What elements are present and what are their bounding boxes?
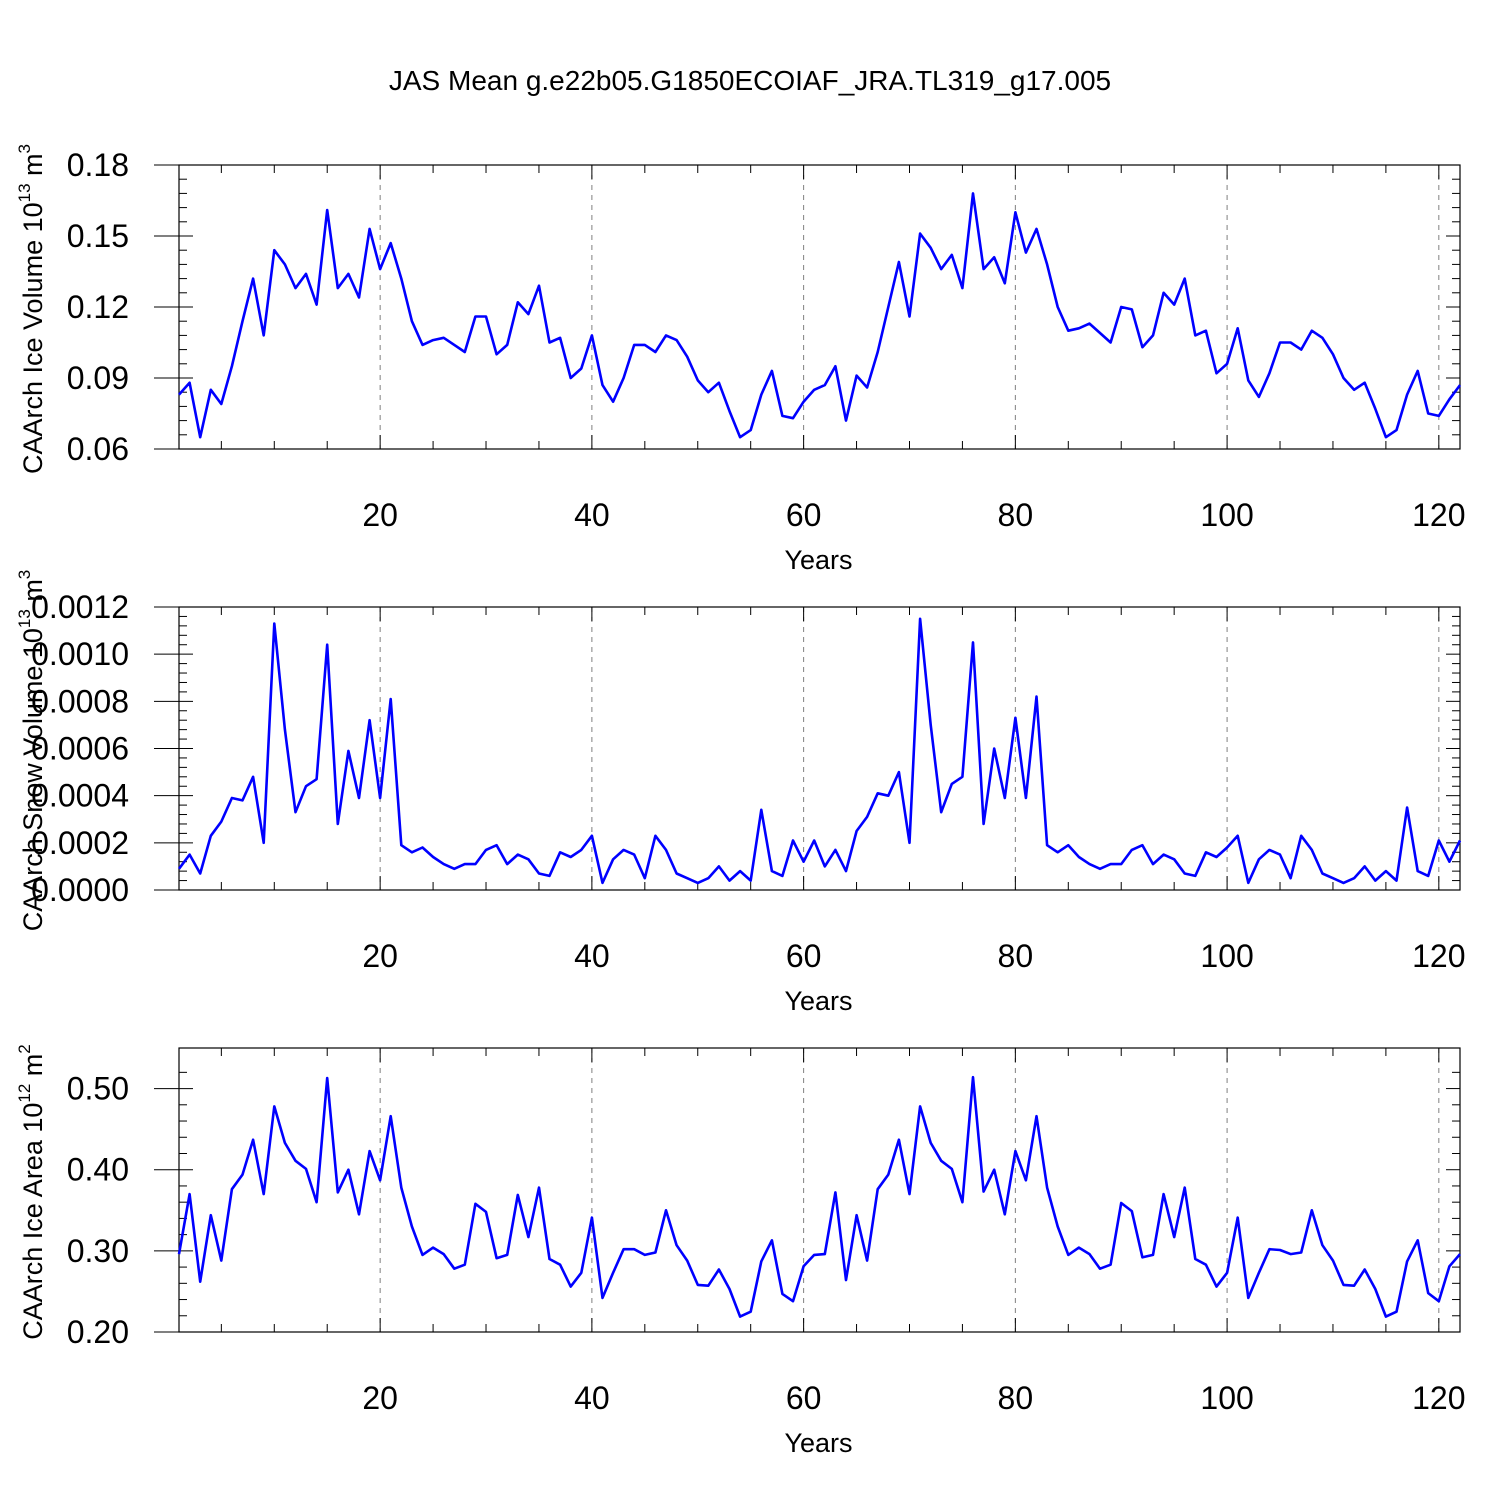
y-tick-label: 0.0008 bbox=[31, 683, 129, 719]
chart-panel-3: 20 40 60 80 100 120 0.20 0.30 0.40 0.50 Years CAArc… bbox=[15, 1044, 1466, 1458]
y-axis-label: CAArch Snow Volume 1013 m3 bbox=[15, 570, 48, 932]
y-axis-label: CAArch Ice Area 1012 m2 bbox=[15, 1044, 48, 1340]
series-line bbox=[177, 617, 1462, 885]
y-tick-label: 0.0010 bbox=[31, 636, 129, 672]
chart-panel-1: 20 40 60 80 100 120 0.06 0.09 0.12 0.15 0.18 Years C… bbox=[15, 144, 1466, 575]
figure-title: JAS Mean g.e22b05.G1850ECOIAF_JRA.TL319_… bbox=[389, 65, 1111, 96]
y-tick-label: 0.40 bbox=[67, 1152, 129, 1188]
y-tick-label: 0.18 bbox=[67, 147, 129, 183]
y-tick-label: 0.0006 bbox=[31, 731, 129, 767]
x-tick-label: 100 bbox=[1200, 497, 1253, 533]
x-tick-label: 80 bbox=[998, 938, 1034, 974]
x-tick-label: 60 bbox=[786, 497, 822, 533]
y-tick-label: 0.0000 bbox=[31, 872, 129, 908]
y-tick-label: 0.12 bbox=[67, 289, 129, 325]
x-axis-label: Years bbox=[784, 1428, 852, 1458]
x-tick-label: 40 bbox=[574, 1380, 610, 1416]
x-tick-label: 100 bbox=[1200, 938, 1253, 974]
y-tick-label: 0.15 bbox=[67, 218, 129, 254]
plot-frame bbox=[178, 164, 1461, 450]
y-tick-label: 0.30 bbox=[67, 1233, 129, 1269]
x-tick-label: 20 bbox=[362, 938, 398, 974]
y-tick-label: 0.20 bbox=[67, 1314, 129, 1350]
y-tick-label: 0.09 bbox=[67, 360, 129, 396]
x-tick-label: 120 bbox=[1412, 497, 1465, 533]
x-tick-label: 60 bbox=[786, 1380, 822, 1416]
y-tick-label: 0.50 bbox=[67, 1071, 129, 1107]
x-tick-label: 80 bbox=[998, 1380, 1034, 1416]
plot-frame bbox=[178, 1047, 1461, 1333]
y-tick-label: 0.06 bbox=[67, 431, 129, 467]
x-axis-label: Years bbox=[784, 986, 852, 1016]
x-tick-label: 40 bbox=[574, 497, 610, 533]
series-line bbox=[177, 1075, 1461, 1318]
x-tick-label: 120 bbox=[1412, 938, 1465, 974]
x-axis-label: Years bbox=[784, 545, 852, 575]
plot-frame bbox=[178, 606, 1461, 891]
chart-panel-2: 20 40 60 80 100 120 0.0000 0.0002 0.0004 0.0006 0.… bbox=[15, 570, 1466, 1016]
y-tick-label: 0.0004 bbox=[31, 778, 129, 814]
x-tick-label: 120 bbox=[1412, 1380, 1465, 1416]
y-tick-label: 0.0012 bbox=[31, 589, 129, 625]
series-line bbox=[178, 192, 1462, 439]
y-tick-label: 0.0002 bbox=[31, 825, 129, 861]
x-tick-label: 80 bbox=[998, 497, 1034, 533]
x-tick-label: 40 bbox=[574, 938, 610, 974]
x-tick-label: 20 bbox=[362, 1380, 398, 1416]
x-tick-label: 60 bbox=[786, 938, 822, 974]
y-axis-label: CAArch Ice Volume 1013 m3 bbox=[15, 144, 48, 474]
x-tick-label: 20 bbox=[362, 497, 398, 533]
x-tick-label: 100 bbox=[1200, 1380, 1253, 1416]
